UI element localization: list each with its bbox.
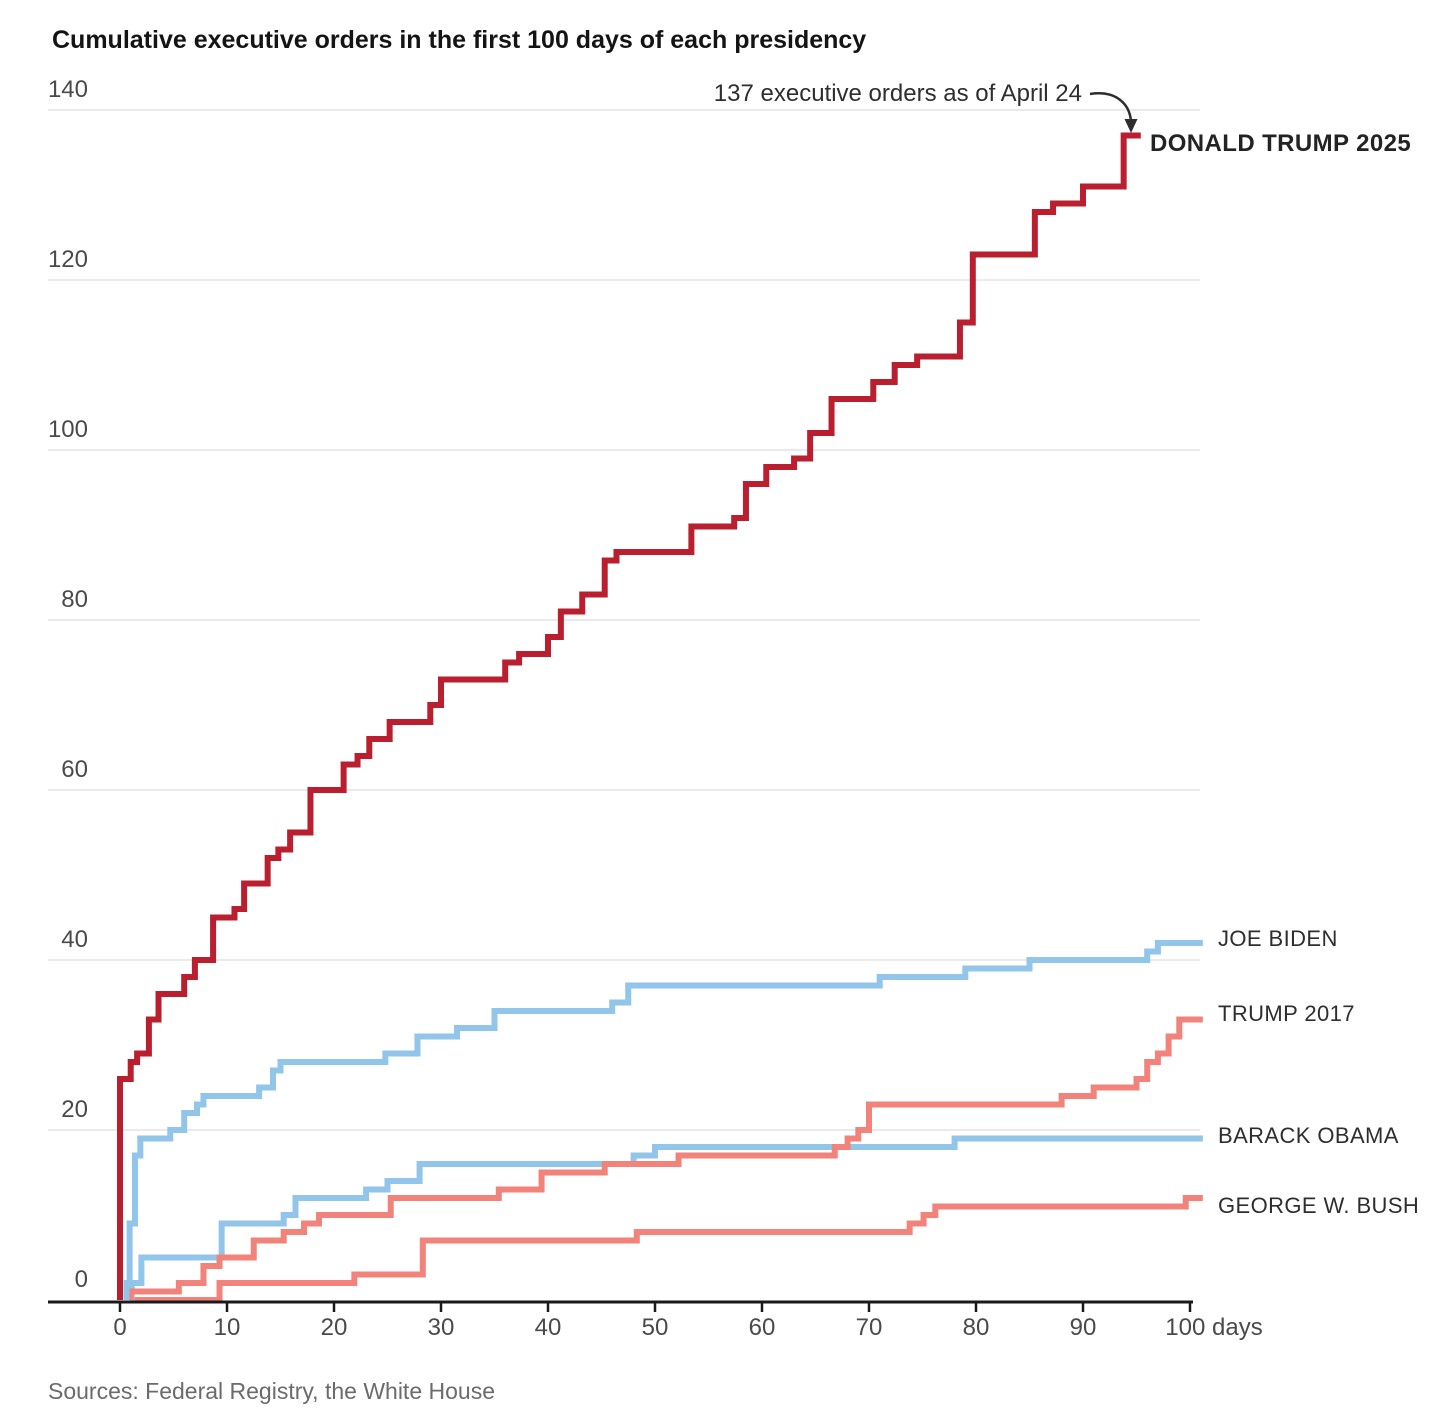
series-line-joe-biden [123,940,1203,1300]
source-note: Sources: Federal Registry, the White Hou… [48,1378,495,1404]
series-line-trump-2017 [127,1016,1203,1300]
series-label-joe-biden: JOE BIDEN [1218,926,1338,952]
series-label-trump-2017: TRUMP 2017 [1218,1001,1355,1027]
x-tick-label: 70 [855,1314,883,1341]
x-tick-label: 10 [213,1314,241,1341]
x-tick-label: 80 [962,1314,990,1341]
x-tick-label: 100 days [1165,1314,1263,1341]
annotation-text: 137 executive orders as of April 24 [713,80,1082,107]
annotation-arrow [1089,92,1138,133]
x-tick-label: 60 [748,1314,776,1341]
x-tick-label: 20 [320,1314,348,1341]
series-line-george-w-bush [130,1195,1203,1303]
y-tick-label: 100 [47,416,88,443]
x-tick-label: 50 [641,1314,669,1341]
series-line-donald-trump-2025 [117,132,1141,1300]
x-tick-label: 40 [534,1314,562,1341]
series-line-barack-obama [128,1135,1203,1303]
x-axis [48,1300,1193,1312]
x-tick-label: 30 [427,1314,455,1341]
y-tick-label: 60 [61,756,88,783]
series-lines [117,132,1203,1303]
y-tick-label: 0 [74,1266,88,1293]
y-tick-label: 20 [61,1096,88,1123]
series-label-barack-obama: BARACK OBAMA [1218,1122,1399,1148]
gridlines [48,109,1200,1131]
series-label-george-w-bush: GEORGE W. BUSH [1218,1192,1420,1218]
x-tick-label: 0 [113,1314,127,1341]
y-tick-label: 80 [61,586,88,613]
series-label-donald-trump-2025: DONALD TRUMP 2025 [1150,130,1412,157]
x-tick-label: 90 [1069,1314,1097,1341]
y-tick-label: 40 [61,926,88,953]
chart-title: Cumulative executive orders in the first… [52,26,867,54]
y-tick-label: 120 [47,246,88,273]
y-tick-label: 140 [47,76,88,103]
